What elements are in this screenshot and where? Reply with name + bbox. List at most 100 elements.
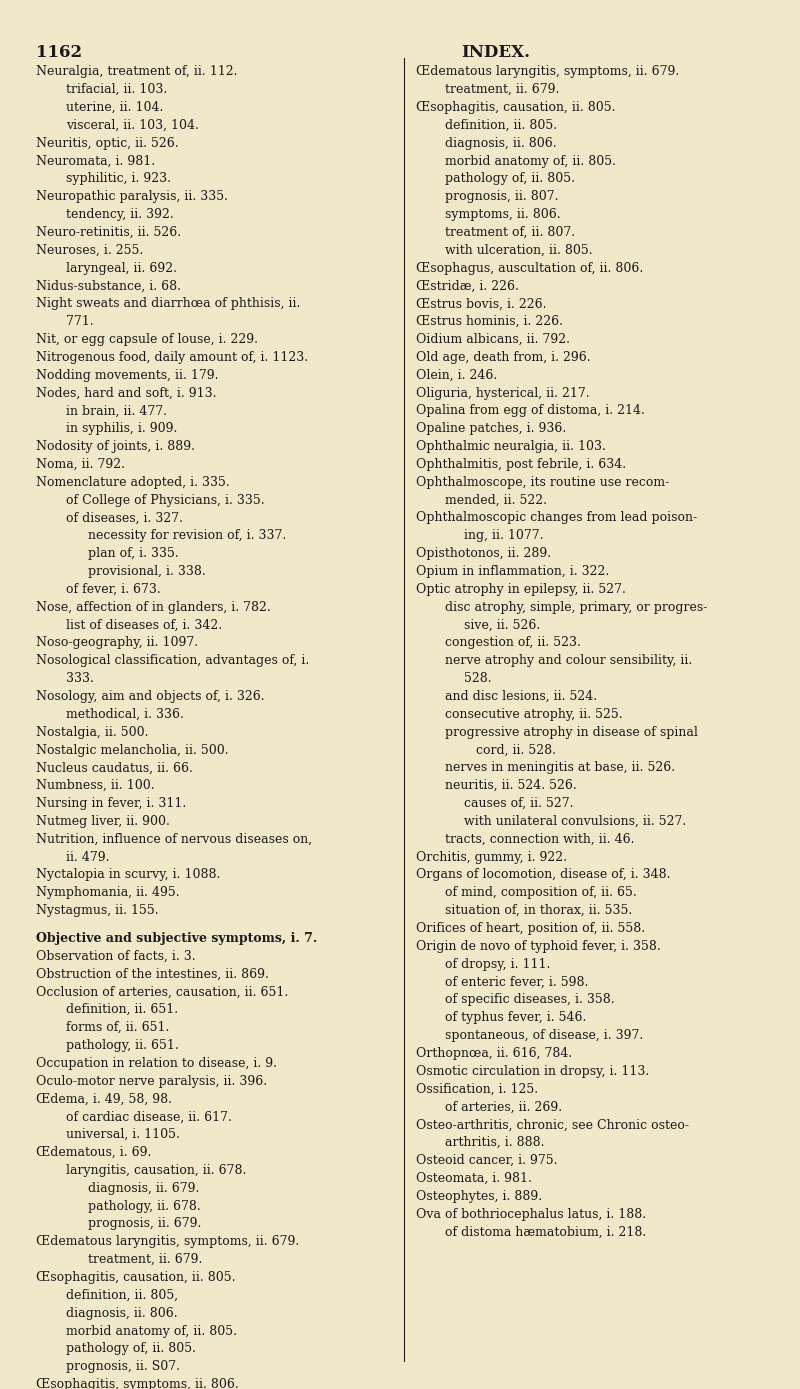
Text: Œdema, i. 49, 58, 98.: Œdema, i. 49, 58, 98. [36, 1093, 172, 1106]
Text: in brain, ii. 477.: in brain, ii. 477. [66, 404, 166, 418]
Text: Oidium albicans, ii. 792.: Oidium albicans, ii. 792. [416, 333, 570, 346]
Text: universal, i. 1105.: universal, i. 1105. [66, 1128, 179, 1142]
Text: Nodosity of joints, i. 889.: Nodosity of joints, i. 889. [36, 440, 195, 453]
Text: definition, ii. 805,: definition, ii. 805, [66, 1289, 178, 1301]
Text: Oliguria, hysterical, ii. 217.: Oliguria, hysterical, ii. 217. [416, 386, 590, 400]
Text: 528.: 528. [464, 672, 492, 685]
Text: Nostalgic melancholia, ii. 500.: Nostalgic melancholia, ii. 500. [36, 743, 229, 757]
Text: Nosological classification, advantages of, i.: Nosological classification, advantages o… [36, 654, 310, 667]
Text: 1162: 1162 [36, 44, 82, 61]
Text: of enteric fever, i. 598.: of enteric fever, i. 598. [445, 975, 588, 989]
Text: treatment, ii. 679.: treatment, ii. 679. [445, 83, 559, 96]
Text: arthritis, i. 888.: arthritis, i. 888. [445, 1136, 544, 1149]
Text: Œstrus bovis, i. 226.: Œstrus bovis, i. 226. [416, 297, 546, 310]
Text: nerve atrophy and colour sensibility, ii.: nerve atrophy and colour sensibility, ii… [445, 654, 692, 667]
Text: Œsophagitis, causation, ii. 805.: Œsophagitis, causation, ii. 805. [416, 101, 615, 114]
Text: diagnosis, ii. 679.: diagnosis, ii. 679. [88, 1182, 199, 1195]
Text: Neuroses, i. 255.: Neuroses, i. 255. [36, 244, 143, 257]
Text: Osteoid cancer, i. 975.: Osteoid cancer, i. 975. [416, 1154, 558, 1167]
Text: tracts, connection with, ii. 46.: tracts, connection with, ii. 46. [445, 833, 634, 846]
Text: Nyctalopia in scurvy, i. 1088.: Nyctalopia in scurvy, i. 1088. [36, 868, 220, 882]
Text: Nursing in fever, i. 311.: Nursing in fever, i. 311. [36, 797, 186, 810]
Text: cord, ii. 528.: cord, ii. 528. [476, 743, 556, 757]
Text: tendency, ii. 392.: tendency, ii. 392. [66, 208, 174, 221]
Text: Opaline patches, i. 936.: Opaline patches, i. 936. [416, 422, 566, 435]
Text: spontaneous, of disease, i. 397.: spontaneous, of disease, i. 397. [445, 1029, 643, 1042]
Text: Neuropathic paralysis, ii. 335.: Neuropathic paralysis, ii. 335. [36, 190, 228, 203]
Text: Ophthalmitis, post febrile, i. 634.: Ophthalmitis, post febrile, i. 634. [416, 458, 626, 471]
Text: plan of, i. 335.: plan of, i. 335. [88, 547, 178, 560]
Text: INDEX.: INDEX. [462, 44, 530, 61]
Text: Orchitis, gummy, i. 922.: Orchitis, gummy, i. 922. [416, 850, 567, 864]
Text: Numbness, ii. 100.: Numbness, ii. 100. [36, 779, 154, 792]
Text: of diseases, i. 327.: of diseases, i. 327. [66, 511, 182, 525]
Text: causes of, ii. 527.: causes of, ii. 527. [464, 797, 574, 810]
Text: Noso-geography, ii. 1097.: Noso-geography, ii. 1097. [36, 636, 198, 650]
Text: Nutrition, influence of nervous diseases on,: Nutrition, influence of nervous diseases… [36, 833, 312, 846]
Text: with ulceration, ii. 805.: with ulceration, ii. 805. [445, 244, 593, 257]
Text: of mind, composition of, ii. 65.: of mind, composition of, ii. 65. [445, 886, 637, 899]
Text: Occlusion of arteries, causation, ii. 651.: Occlusion of arteries, causation, ii. 65… [36, 985, 288, 999]
Text: Nit, or egg capsule of louse, i. 229.: Nit, or egg capsule of louse, i. 229. [36, 333, 258, 346]
Text: Orifices of heart, position of, ii. 558.: Orifices of heart, position of, ii. 558. [416, 922, 645, 935]
Text: of dropsy, i. 111.: of dropsy, i. 111. [445, 958, 550, 971]
Text: Nutmeg liver, ii. 900.: Nutmeg liver, ii. 900. [36, 815, 170, 828]
Text: Ophthalmic neuralgia, ii. 103.: Ophthalmic neuralgia, ii. 103. [416, 440, 606, 453]
Text: Olein, i. 246.: Olein, i. 246. [416, 368, 498, 382]
Text: Œsophagitis, causation, ii. 805.: Œsophagitis, causation, ii. 805. [36, 1271, 235, 1283]
Text: treatment, ii. 679.: treatment, ii. 679. [88, 1253, 202, 1267]
Text: Nomenclature adopted, i. 335.: Nomenclature adopted, i. 335. [36, 476, 230, 489]
Text: Œdematous, i. 69.: Œdematous, i. 69. [36, 1146, 151, 1158]
Text: syphilitic, i. 923.: syphilitic, i. 923. [66, 172, 170, 185]
Text: Neuritis, optic, ii. 526.: Neuritis, optic, ii. 526. [36, 136, 178, 150]
Text: forms of, ii. 651.: forms of, ii. 651. [66, 1021, 169, 1033]
Text: list of diseases of, i. 342.: list of diseases of, i. 342. [66, 618, 222, 632]
Text: Neuromata, i. 981.: Neuromata, i. 981. [36, 154, 155, 168]
Text: laryngitis, causation, ii. 678.: laryngitis, causation, ii. 678. [66, 1164, 246, 1176]
Text: with unilateral convulsions, ii. 527.: with unilateral convulsions, ii. 527. [464, 815, 686, 828]
Text: sive, ii. 526.: sive, ii. 526. [464, 618, 540, 632]
Text: Orthopnœa, ii. 616, 784.: Orthopnœa, ii. 616, 784. [416, 1047, 572, 1060]
Text: Œsophagus, auscultation of, ii. 806.: Œsophagus, auscultation of, ii. 806. [416, 261, 643, 275]
Text: diagnosis, ii. 806.: diagnosis, ii. 806. [66, 1307, 178, 1320]
Text: treatment of, ii. 807.: treatment of, ii. 807. [445, 226, 575, 239]
Text: trifacial, ii. 103.: trifacial, ii. 103. [66, 83, 167, 96]
Text: progressive atrophy in disease of spinal: progressive atrophy in disease of spinal [445, 725, 698, 739]
Text: pathology of, ii. 805.: pathology of, ii. 805. [445, 172, 575, 185]
Text: in syphilis, i. 909.: in syphilis, i. 909. [66, 422, 177, 435]
Text: laryngeal, ii. 692.: laryngeal, ii. 692. [66, 261, 177, 275]
Text: Nucleus caudatus, ii. 66.: Nucleus caudatus, ii. 66. [36, 761, 193, 775]
Text: morbid anatomy of, ii. 805.: morbid anatomy of, ii. 805. [445, 154, 616, 168]
Text: Nosology, aim and objects of, i. 326.: Nosology, aim and objects of, i. 326. [36, 690, 265, 703]
Text: Œdematous laryngitis, symptoms, ii. 679.: Œdematous laryngitis, symptoms, ii. 679. [416, 65, 679, 78]
Text: ing, ii. 1077.: ing, ii. 1077. [464, 529, 543, 542]
Text: Organs of locomotion, disease of, i. 348.: Organs of locomotion, disease of, i. 348… [416, 868, 670, 882]
Text: mended, ii. 522.: mended, ii. 522. [445, 493, 547, 507]
Text: Opium in inflammation, i. 322.: Opium in inflammation, i. 322. [416, 565, 610, 578]
Text: congestion of, ii. 523.: congestion of, ii. 523. [445, 636, 581, 650]
Text: symptoms, ii. 806.: symptoms, ii. 806. [445, 208, 561, 221]
Text: Ossification, i. 125.: Ossification, i. 125. [416, 1082, 538, 1096]
Text: Origin de novo of typhoid fever, i. 358.: Origin de novo of typhoid fever, i. 358. [416, 940, 661, 953]
Text: 771.: 771. [66, 315, 94, 328]
Text: Osteophytes, i. 889.: Osteophytes, i. 889. [416, 1190, 542, 1203]
Text: pathology, ii. 678.: pathology, ii. 678. [88, 1200, 201, 1213]
Text: Neuro-retinitis, ii. 526.: Neuro-retinitis, ii. 526. [36, 226, 181, 239]
Text: and disc lesions, ii. 524.: and disc lesions, ii. 524. [445, 690, 597, 703]
Text: Nostalgia, ii. 500.: Nostalgia, ii. 500. [36, 725, 149, 739]
Text: neuritis, ii. 524. 526.: neuritis, ii. 524. 526. [445, 779, 577, 792]
Text: Nystagmus, ii. 155.: Nystagmus, ii. 155. [36, 904, 158, 917]
Text: prognosis, ii. S07.: prognosis, ii. S07. [66, 1360, 180, 1374]
Text: Noma, ii. 792.: Noma, ii. 792. [36, 458, 125, 471]
Text: Œstridæ, i. 226.: Œstridæ, i. 226. [416, 279, 519, 293]
Text: definition, ii. 651.: definition, ii. 651. [66, 1003, 178, 1017]
Text: Occupation in relation to disease, i. 9.: Occupation in relation to disease, i. 9. [36, 1057, 277, 1070]
Text: of arteries, ii. 269.: of arteries, ii. 269. [445, 1100, 562, 1114]
Text: Obstruction of the intestines, ii. 869.: Obstruction of the intestines, ii. 869. [36, 968, 269, 981]
Text: of specific diseases, i. 358.: of specific diseases, i. 358. [445, 993, 614, 1007]
Text: Nose, affection of in glanders, i. 782.: Nose, affection of in glanders, i. 782. [36, 601, 270, 614]
Text: Œsophagitis, symptoms, ii. 806.: Œsophagitis, symptoms, ii. 806. [36, 1378, 238, 1389]
Text: pathology of, ii. 805.: pathology of, ii. 805. [66, 1342, 196, 1356]
Text: Ova of bothriocephalus latus, i. 188.: Ova of bothriocephalus latus, i. 188. [416, 1207, 646, 1221]
Text: Nitrogenous food, daily amount of, i. 1123.: Nitrogenous food, daily amount of, i. 11… [36, 351, 308, 364]
